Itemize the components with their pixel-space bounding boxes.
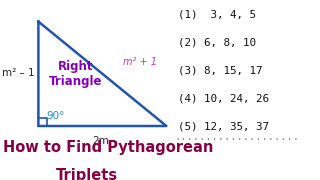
Text: m² + 1: m² + 1 [123, 57, 157, 67]
Text: m² – 1: m² – 1 [2, 68, 34, 78]
Text: (5) 12, 35, 37: (5) 12, 35, 37 [178, 122, 268, 132]
Text: 90°: 90° [46, 111, 65, 121]
Text: (1)  3, 4, 5: (1) 3, 4, 5 [178, 10, 256, 20]
Text: 2m: 2m [92, 136, 109, 146]
Text: (2) 6, 8, 10: (2) 6, 8, 10 [178, 38, 256, 48]
Text: (3) 8, 15, 17: (3) 8, 15, 17 [178, 66, 262, 76]
Text: Right
Triangle: Right Triangle [48, 60, 102, 88]
Text: ····················: ···················· [174, 135, 300, 145]
Text: (4) 10, 24, 26: (4) 10, 24, 26 [178, 94, 268, 104]
Text: Triplets: Triplets [56, 168, 118, 180]
Text: How to Find Pythagorean: How to Find Pythagorean [3, 140, 213, 155]
